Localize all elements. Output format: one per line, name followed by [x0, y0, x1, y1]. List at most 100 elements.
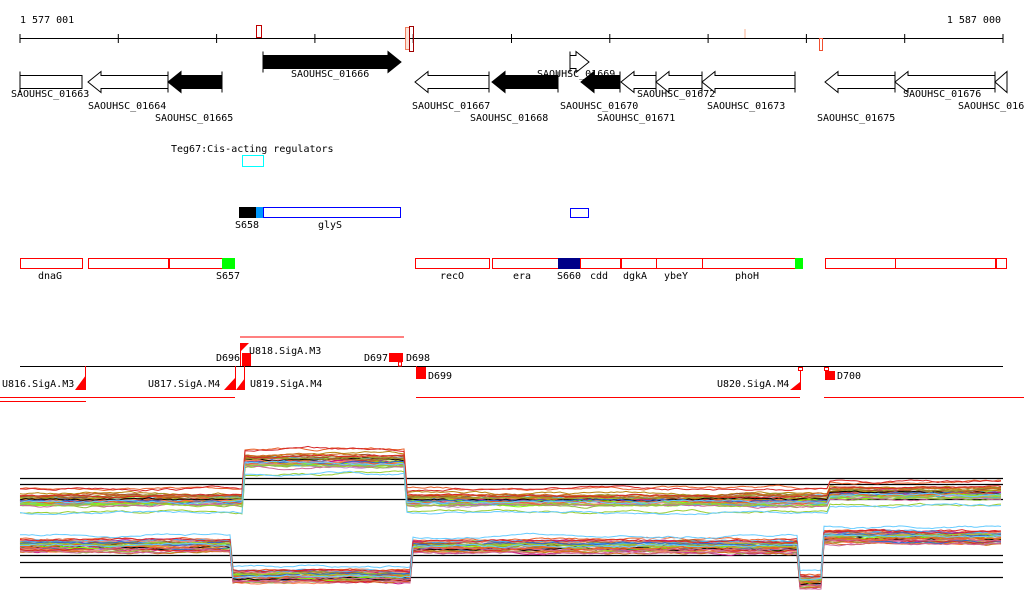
annotation-label-s657: S657: [216, 271, 240, 282]
annotation-feature[interactable]: [621, 258, 657, 269]
gene-label: SAOUHSC_01669: [537, 69, 615, 80]
label-u816: U816.SigA.M3: [2, 379, 74, 390]
gene-saouhsc_01670[interactable]: SAOUHSC_01670: [560, 70, 638, 113]
gene-saouhsc_01664[interactable]: SAOUHSC_01664: [87, 70, 169, 113]
tss-marker[interactable]: [75, 375, 86, 390]
tss-marker[interactable]: [240, 343, 249, 352]
utr-feature[interactable]: [256, 207, 263, 218]
expression-trace: [19, 454, 1002, 499]
terminator-stem: [398, 361, 402, 367]
operon-track: S658 glyS: [235, 207, 589, 231]
expression-trace: [19, 463, 1001, 508]
expression-trace: [19, 470, 1002, 516]
tss-marker[interactable]: [236, 378, 245, 390]
gene-saouhsc_01672[interactable]: SAOUHSC_01672: [637, 70, 715, 101]
ruler-marker[interactable]: [256, 25, 262, 38]
expression-trace: [19, 541, 1002, 590]
expression-trace: [19, 445, 1002, 492]
expression-trace: [19, 529, 1002, 578]
label-glys: glyS: [318, 220, 342, 231]
gene-saouhsc_01667[interactable]: SAOUHSC_01667: [412, 70, 490, 113]
gene-arrow[interactable]: [994, 70, 1008, 94]
gene-saouhsc_01663[interactable]: SAOUHSC_01663: [11, 71, 89, 101]
gene-label: SAOUHSC_016: [958, 101, 1024, 112]
gene-arrow[interactable]: [701, 70, 796, 94]
annotation-feature[interactable]: [656, 258, 703, 269]
gene-saouhsc_01668[interactable]: SAOUHSC_01668: [470, 70, 559, 125]
gene-saouhsc_01673[interactable]: SAOUHSC_01673: [701, 70, 796, 113]
srna-s658[interactable]: [239, 207, 256, 218]
annotation-feature[interactable]: [702, 258, 796, 269]
srna-feature[interactable]: [795, 258, 803, 269]
terminator-d700[interactable]: [825, 371, 835, 380]
terminator-d696[interactable]: [242, 353, 251, 366]
annotation-feature[interactable]: [415, 258, 490, 269]
ruler-marker[interactable]: [819, 38, 823, 51]
label-d699: D699: [428, 371, 452, 382]
annotation-track: dnaG S657 recO era S660 cdd dgkA ybeY phoH: [20, 258, 1007, 282]
tss-marker[interactable]: [224, 378, 235, 390]
annotation-feature[interactable]: [996, 258, 1007, 269]
gene-arrow[interactable]: [19, 75, 83, 89]
gene-saouhsc_01666[interactable]: SAOUHSC_01666: [262, 50, 402, 81]
gene-label: SAOUHSC_01666: [291, 69, 369, 80]
gene-saouhsc_01676[interactable]: SAOUHSC_01676: [894, 70, 996, 101]
expression-trace: [19, 447, 1002, 492]
annotation-feature[interactable]: [825, 258, 896, 269]
gene-label: SAOUHSC_01671: [597, 113, 675, 124]
terminator-d699[interactable]: [416, 367, 426, 379]
gene-label: SAOUHSC_01673: [707, 101, 785, 112]
expression-trace: [19, 534, 1002, 581]
gene-arrow[interactable]: [87, 70, 169, 94]
expression-trace: [19, 536, 1002, 583]
gene-label: SAOUHSC_01665: [155, 113, 233, 124]
gene-label: SAOUHSC_01672: [637, 89, 715, 100]
ruler-marker[interactable]: [744, 29, 746, 38]
regulator-feature[interactable]: [242, 155, 264, 167]
gene-saouhsc_01665[interactable]: SAOUHSC_01665: [155, 70, 233, 125]
terminator-d697[interactable]: [389, 353, 403, 362]
gene-saouhsc_016[interactable]: SAOUHSC_016: [958, 70, 1024, 113]
expression-plots: [19, 445, 1003, 590]
ruler-marker[interactable]: [409, 26, 414, 52]
label-d696: D696: [216, 353, 240, 364]
operon-feature[interactable]: [570, 208, 589, 218]
srna-s657[interactable]: [222, 258, 235, 269]
annotation-feature[interactable]: [20, 258, 83, 269]
gene-label: SAOUHSC_01664: [88, 101, 166, 112]
expression-trace: [19, 532, 1002, 582]
gene-arrow[interactable]: [824, 70, 896, 94]
annotation-feature[interactable]: [895, 258, 996, 269]
annotation-feature[interactable]: [492, 258, 559, 269]
coordinate-ruler: 1 577 001 1 587 000: [19, 15, 1004, 52]
gene-arrow[interactable]: [414, 70, 490, 94]
label-d697: D697: [364, 353, 388, 364]
ruler-end-label: 1 587 000: [947, 15, 1001, 26]
annotation-feature[interactable]: [169, 258, 223, 269]
gene-saouhsc_01675[interactable]: SAOUHSC_01675: [817, 70, 896, 125]
expression-trace: [19, 460, 1002, 505]
gene-label: SAOUHSC_01675: [817, 113, 895, 124]
expression-trace: [19, 533, 1002, 582]
gene-label: SAOUHSC_01663: [11, 89, 89, 100]
annotation-label-s660: S660: [557, 271, 581, 282]
tss-marker[interactable]: [790, 382, 800, 390]
annotation-feature[interactable]: [580, 258, 621, 269]
annotation-label-dnag: dnaG: [38, 271, 62, 282]
gene-saouhsc_01671[interactable]: SAOUHSC_01671: [597, 70, 675, 125]
gene-arrow[interactable]: [167, 70, 223, 94]
annotation-feature[interactable]: [88, 258, 169, 269]
gene-glyS[interactable]: [263, 207, 401, 218]
gene-saouhsc_01669[interactable]: SAOUHSC_01669: [537, 50, 615, 81]
srna-s660[interactable]: [558, 258, 580, 269]
annotation-label-era: era: [513, 271, 531, 282]
label-u820: U820.SigA.M4: [717, 379, 789, 390]
transcript-track: U818.SigA.M3 D696 D697 D698 U816.SigA.M3…: [0, 336, 1024, 402]
ruler-marker[interactable]: [405, 27, 410, 50]
expression-trace: [19, 454, 1002, 499]
ruler-start-label: 1 577 001: [20, 15, 74, 26]
expression-trace: [19, 470, 1002, 515]
annotation-label-reco: recO: [440, 271, 464, 282]
